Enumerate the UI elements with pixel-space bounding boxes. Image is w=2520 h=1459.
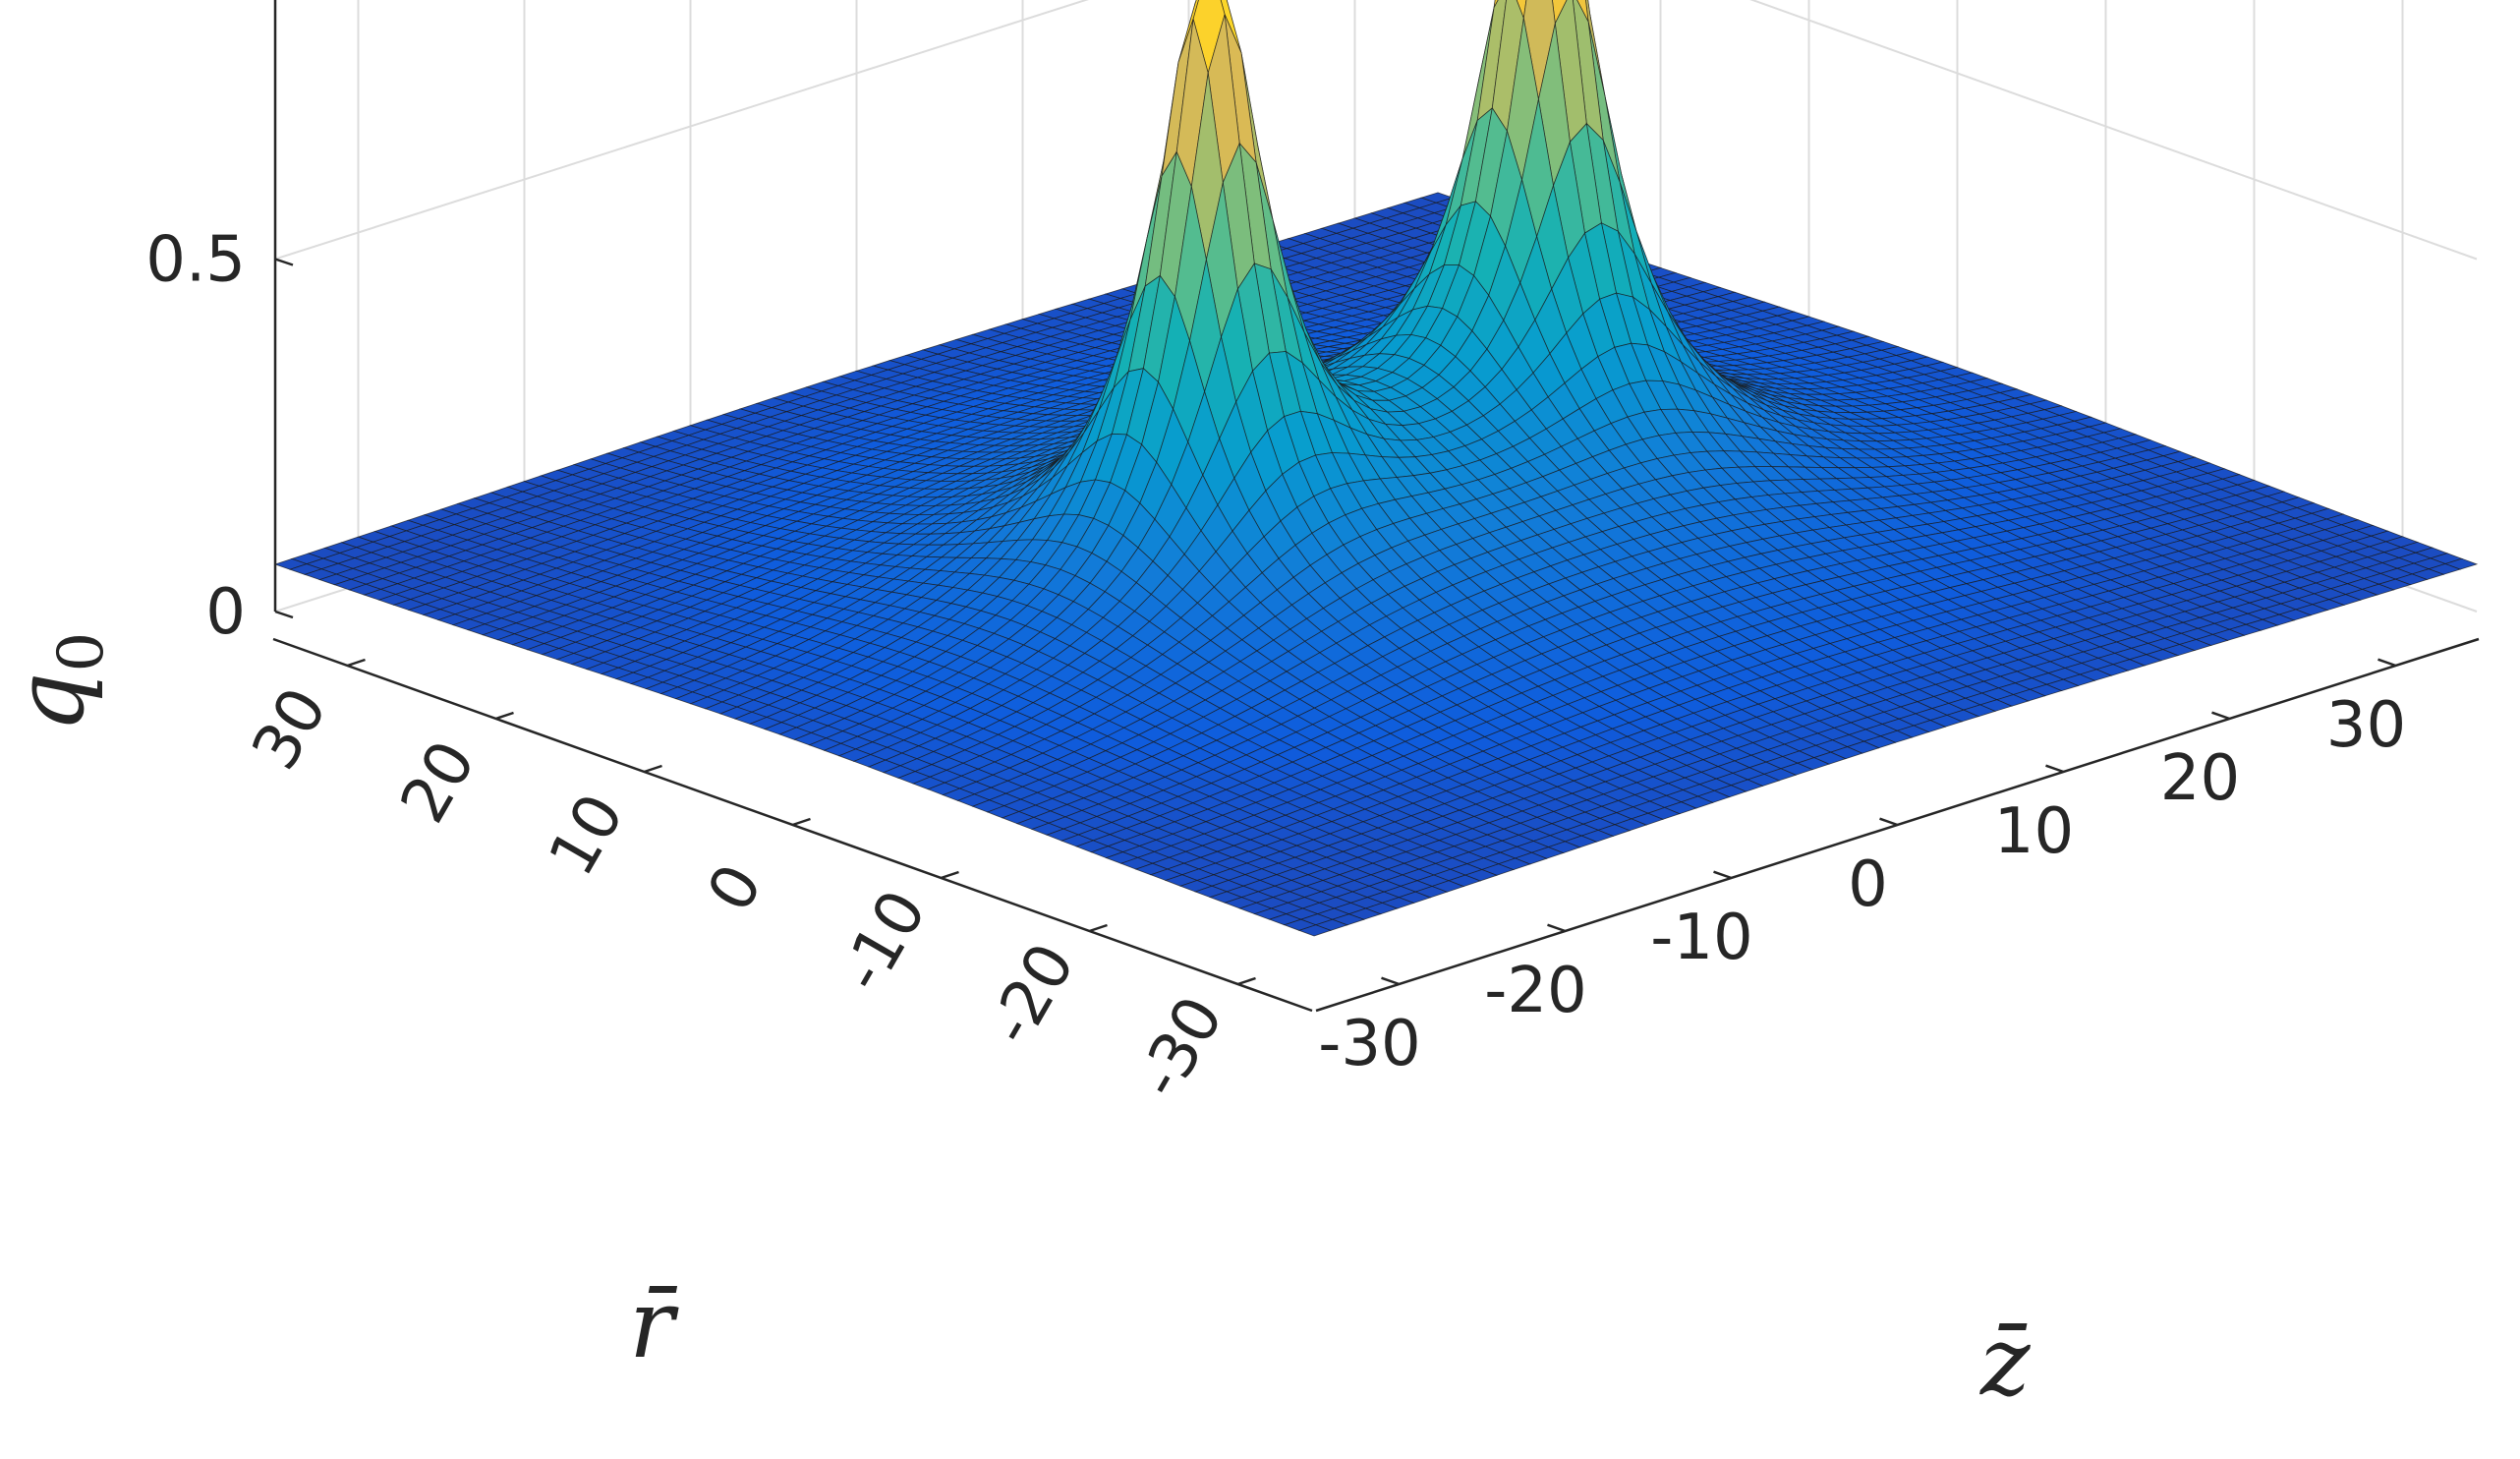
x-tick — [1547, 923, 1566, 933]
x-tick — [2045, 764, 2064, 774]
y-tick — [495, 711, 514, 721]
y-axis-label: r̄ — [629, 1269, 679, 1379]
grid-line — [274, 0, 2478, 261]
z-tick — [274, 610, 294, 619]
y-tick-label: -30 — [1123, 985, 1237, 1111]
z-tick-label: 0.5 — [145, 224, 246, 297]
z-tick-label: 0 — [205, 576, 246, 649]
x-tick-label: 20 — [2160, 742, 2240, 815]
x-tick — [2377, 658, 2396, 668]
x-tick-label: 0 — [1848, 848, 1888, 921]
x-tick-label: -30 — [1318, 1008, 1421, 1080]
y-tick-label: -20 — [975, 932, 1089, 1058]
x-tick-label: -20 — [1484, 955, 1587, 1027]
x-tick-label: 30 — [2326, 689, 2406, 762]
surface-mesh — [273, 0, 2479, 937]
x-axis-label: z̄ — [1979, 1307, 2032, 1417]
y-tick-label: -10 — [827, 879, 941, 1005]
x-tick — [2211, 711, 2230, 721]
surface-patch — [1516, 0, 1527, 21]
x-tick — [1381, 976, 1400, 986]
y-tick — [1237, 976, 1256, 986]
axis-labels: q0 z̄ r̄ — [0, 632, 2032, 1417]
y-tick — [644, 764, 662, 774]
y-tick-label: 20 — [387, 730, 490, 836]
y-tick — [941, 870, 959, 880]
x-tick — [1713, 870, 1732, 880]
x-tick-label: -10 — [1650, 902, 1753, 974]
x-tick — [1879, 817, 1898, 827]
y-tick-label: 30 — [239, 676, 342, 783]
z-axis-label: q0 — [0, 632, 118, 732]
y-tick-label: 10 — [536, 783, 639, 889]
z-tick — [274, 258, 294, 266]
y-tick-label: 0 — [694, 852, 776, 923]
y-tick — [792, 817, 811, 827]
y-tick — [347, 658, 366, 668]
x-tick-label: 10 — [1994, 795, 2074, 868]
y-tick — [1089, 923, 1108, 933]
surface-patch — [1297, 924, 1333, 937]
